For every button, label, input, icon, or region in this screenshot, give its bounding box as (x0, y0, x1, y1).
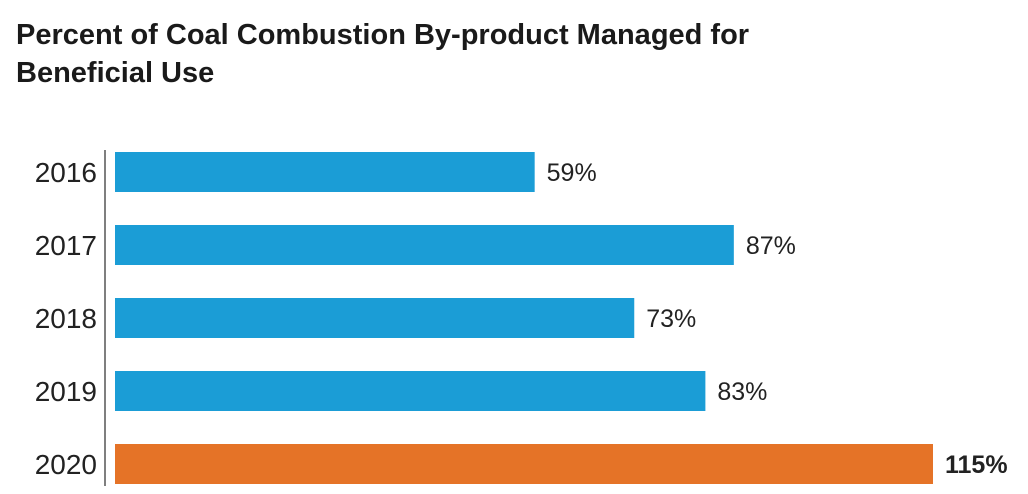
category-label-2018: 2018 (35, 303, 97, 334)
bar-2020 (115, 444, 933, 484)
bar-2016 (115, 152, 535, 192)
value-label-2018: 73% (646, 305, 696, 333)
bar-2018 (115, 298, 635, 338)
value-label-2017: 87% (746, 232, 796, 260)
category-label-2017: 2017 (35, 230, 97, 261)
value-label-2016: 59% (547, 159, 597, 187)
value-label-2019: 83% (717, 378, 767, 406)
category-label-2020: 2020 (35, 449, 97, 480)
chart-title: Percent of Coal Combustion By-product Ma… (16, 19, 750, 89)
bar-2019 (115, 371, 706, 411)
value-label-2020: 115% (945, 451, 1008, 479)
bar-2017 (115, 225, 734, 265)
category-label-2016: 2016 (35, 157, 97, 188)
category-label-2019: 2019 (35, 376, 97, 407)
bars-layer: 2016 59% 2017 87% 2018 73% 2019 83% 2020 115% (35, 152, 1008, 484)
